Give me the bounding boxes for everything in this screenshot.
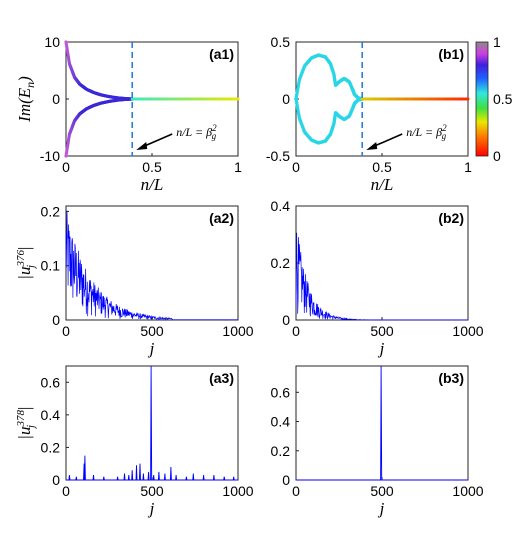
x-axis-label: n/L — [371, 175, 394, 194]
threshold-annotation: n/L = β2 g — [176, 123, 217, 141]
y-tick-label: 0.4 — [41, 407, 61, 423]
x-tick-label: 0.5 — [142, 159, 162, 175]
annotation-arrowhead — [366, 142, 378, 150]
x-tick-label: 1 — [234, 159, 242, 175]
wavefunction-line — [296, 365, 468, 481]
x-tick-label: 0.5 — [372, 159, 392, 175]
y-tick-label: 0.2 — [271, 443, 291, 459]
wavefunction-line — [66, 365, 238, 481]
x-tick-label: 0 — [292, 323, 300, 339]
panel-label-a1: (a1) — [209, 46, 234, 62]
y-tick-label: 0 — [52, 472, 60, 488]
x-tick-label: 1000 — [222, 483, 253, 499]
y-tick-label: 0 — [52, 91, 60, 107]
y-tick-label: -0.5 — [266, 148, 290, 164]
x-axis-label: j — [378, 339, 385, 358]
y-tick-label: 0.2 — [41, 439, 61, 455]
y-tick-label: 0 — [282, 472, 290, 488]
eigenvalue-point — [236, 97, 240, 101]
y-tick-label: 0.6 — [271, 384, 291, 400]
y-tick-label: 0.4 — [271, 414, 291, 430]
panel-b2: 0 500 1000 0.4 0.2 0 (b2) j — [271, 198, 484, 358]
x-tick-label: 500 — [370, 323, 394, 339]
x-tick-label: 0 — [62, 159, 70, 175]
panel-label-a2: (a2) — [209, 210, 234, 226]
x-axis-label: j — [148, 499, 155, 518]
y-tick-label: 0.1 — [41, 258, 61, 274]
x-axis-label: n/L — [141, 175, 164, 194]
x-tick-label: 1000 — [452, 483, 483, 499]
y-axis-label: |u378j| — [15, 406, 37, 439]
panel-a2: 0 500 1000 0.2 0.1 0 (a2) j |u376j| — [15, 203, 254, 358]
panel-label-b2: (b2) — [438, 210, 464, 226]
colorbar-tick-label: 1 — [493, 34, 501, 50]
x-tick-label: 0 — [62, 323, 70, 339]
x-tick-label: 0 — [292, 483, 300, 499]
eigenvalue-point — [466, 97, 470, 101]
x-tick-label: 1 — [464, 159, 472, 175]
annotation-arrowhead — [136, 142, 148, 150]
annotation-arrow — [371, 133, 403, 148]
y-tick-label: 0.6 — [41, 374, 61, 390]
threshold-annotation: n/L = β2 g — [406, 123, 447, 141]
y-tick-label: 0 — [52, 312, 60, 328]
y-tick-label: 0 — [282, 312, 290, 328]
colorbar-tick-label: 0 — [493, 148, 501, 164]
panel-label-b1: (b1) — [438, 46, 464, 62]
x-tick-label: 1000 — [222, 323, 253, 339]
wavefunction-line — [295, 232, 468, 321]
y-tick-label: -10 — [40, 148, 60, 164]
x-tick-label: 500 — [140, 323, 164, 339]
panel-b3: 0 500 1000 0.6 0.4 0.2 0 (b3) j — [271, 365, 484, 518]
colorbar — [475, 41, 489, 157]
x-axis-label: j — [148, 339, 155, 358]
x-axis-label: j — [378, 499, 385, 518]
wavefunction-line — [65, 210, 238, 321]
y-tick-label: 0.2 — [41, 203, 61, 219]
x-tick-label: 1000 — [452, 323, 483, 339]
panel-label-b3: (b3) — [438, 370, 464, 386]
x-tick-label: 0 — [62, 483, 70, 499]
panel-a3: 0 500 1000 0.6 0.4 0.2 0 (a3) j |u378j| — [15, 365, 254, 518]
x-tick-label: 500 — [370, 483, 394, 499]
y-tick-label: 0.5 — [271, 34, 291, 50]
y-axis-label: |u376j| — [15, 246, 37, 279]
y-tick-label: 0 — [282, 91, 290, 107]
y-axis-label: Im(En) — [15, 76, 37, 123]
x-tick-label: 0 — [292, 159, 300, 175]
panel-label-a3: (a3) — [209, 370, 234, 386]
x-tick-label: 500 — [140, 483, 164, 499]
y-tick-label: 0.4 — [271, 198, 291, 214]
colorbar-tick-label: 0.5 — [493, 91, 513, 107]
y-tick-label: 10 — [44, 34, 60, 50]
panel-b1: 0 0.5 10.50-0.5(b1)n/L = β2 gn/L — [266, 34, 472, 194]
annotation-arrow — [141, 133, 173, 148]
y-tick-label: 0.2 — [271, 255, 291, 271]
